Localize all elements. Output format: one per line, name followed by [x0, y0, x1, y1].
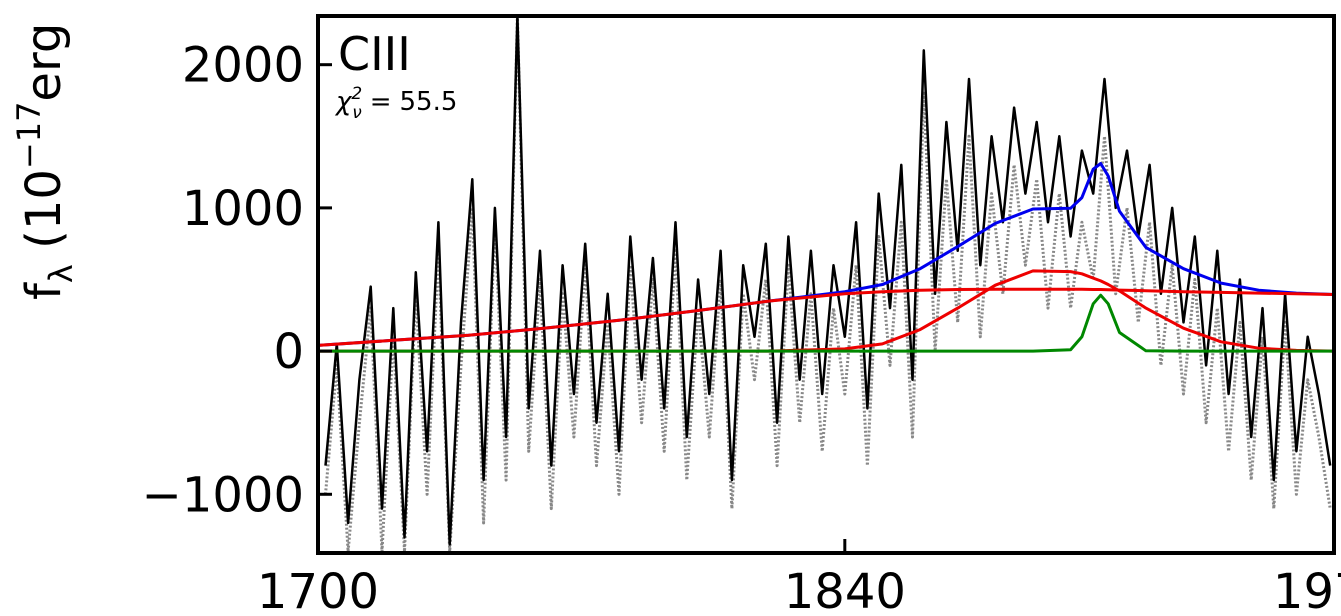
x-tick-label: 1700	[257, 564, 379, 616]
series-line	[324, 16, 1332, 546]
y-tick-label: 2000	[182, 38, 304, 94]
annotation-stat: χ2 ν = 55.5	[334, 84, 457, 123]
series-line	[318, 287, 1334, 347]
stat-value: 55.5	[400, 87, 458, 117]
series-line	[318, 293, 1334, 353]
stat-eq: =	[370, 87, 392, 117]
y-tick-label: −1000	[142, 467, 304, 523]
y-label-sub: λ	[42, 264, 80, 283]
y-label-post: erg	[16, 23, 72, 102]
y-label-pre: (10	[16, 169, 72, 264]
stat-sub: ν	[352, 103, 362, 123]
annotation-label: CIII	[338, 27, 411, 81]
x-tick-label: 1970	[1273, 564, 1341, 616]
plot-area	[318, 16, 1334, 553]
y-axis-label: fλ (10−17erg	[10, 23, 80, 300]
x-tick-label: 1840	[784, 564, 906, 616]
stat-sup: 2	[351, 84, 362, 104]
plot-frame	[316, 14, 1336, 555]
stat-symbol: χ	[334, 87, 353, 117]
y-tick-label: 1000	[182, 181, 304, 237]
y-label-sup: −17	[10, 102, 48, 170]
y-label-main: f	[16, 282, 72, 300]
y-tick-label: 0	[273, 324, 304, 380]
